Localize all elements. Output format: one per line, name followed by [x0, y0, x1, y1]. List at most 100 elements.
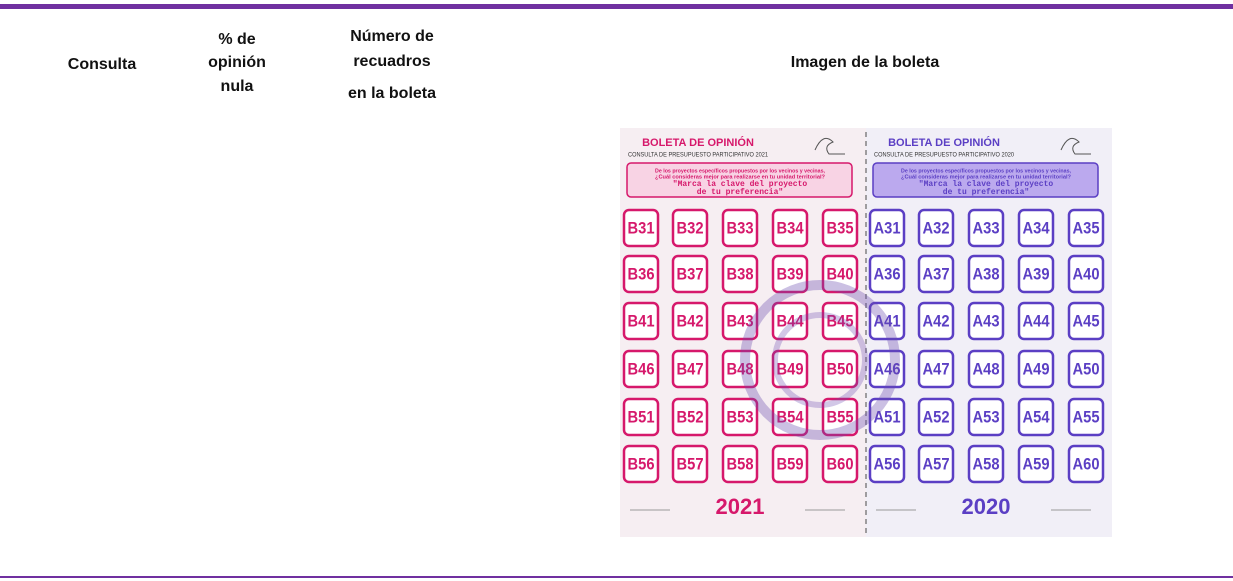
code-label: B33 — [727, 218, 754, 237]
question-text: ¿Cuál consideras mejor para realizarse e… — [901, 174, 1071, 180]
code-label: A35 — [1073, 218, 1100, 237]
code-box — [967, 208, 1005, 248]
code-box — [868, 208, 906, 248]
code-label: B36 — [628, 264, 655, 283]
code-box — [671, 254, 709, 294]
code-box — [721, 397, 759, 437]
stamp — [740, 280, 900, 440]
code-box — [771, 444, 809, 484]
code-label: A39 — [1023, 264, 1050, 283]
instruction-text: "Marca la clave del proyecto — [673, 180, 808, 189]
code-label: B56 — [628, 454, 655, 473]
code-box — [721, 349, 759, 389]
question-box — [872, 162, 1099, 198]
top-rule — [0, 4, 1233, 9]
code-label: B54 — [777, 407, 804, 426]
code-label: A53 — [973, 407, 1000, 426]
question-box — [626, 162, 853, 198]
code-box — [1017, 444, 1055, 484]
column-header: recuadros — [353, 53, 430, 70]
code-label: B42 — [677, 311, 704, 330]
code-label: A48 — [973, 359, 1000, 378]
code-label: A44 — [1023, 311, 1050, 330]
code-label: B34 — [777, 218, 804, 237]
column-header: en la boleta — [348, 85, 436, 102]
code-box — [967, 444, 1005, 484]
code-box — [721, 301, 759, 341]
column-header: nula — [221, 78, 254, 95]
code-label: B48 — [727, 359, 754, 378]
code-box — [721, 208, 759, 248]
question-text: ¿Cuál consideras mejor para realizarse e… — [655, 174, 825, 180]
code-label: B51 — [628, 407, 655, 426]
code-label: A41 — [874, 311, 901, 330]
code-label: A51 — [874, 407, 901, 426]
code-label: A52 — [923, 407, 950, 426]
ballot-logo — [814, 137, 845, 155]
code-box — [671, 444, 709, 484]
code-box — [967, 301, 1005, 341]
instruction-text: "Marca la clave del proyecto — [919, 180, 1054, 189]
code-label: A38 — [973, 264, 1000, 283]
column-header: % de — [218, 31, 255, 48]
code-box — [967, 397, 1005, 437]
code-box — [868, 397, 906, 437]
code-label: B31 — [628, 218, 655, 237]
code-box — [868, 254, 906, 294]
code-label: B43 — [727, 311, 754, 330]
code-box — [917, 349, 955, 389]
column-header: Consulta — [68, 56, 137, 73]
code-box — [1067, 444, 1105, 484]
code-label: B37 — [677, 264, 704, 283]
code-label: A60 — [1073, 454, 1100, 473]
code-box — [771, 208, 809, 248]
code-label: B35 — [827, 218, 854, 237]
code-box — [967, 349, 1005, 389]
code-label: A59 — [1023, 454, 1050, 473]
code-label: B45 — [827, 311, 854, 330]
code-box — [622, 349, 660, 389]
code-label: A31 — [874, 218, 901, 237]
code-label: B44 — [777, 311, 804, 330]
code-box — [721, 444, 759, 484]
code-box — [917, 254, 955, 294]
code-label: A34 — [1023, 218, 1050, 237]
code-label: B50 — [827, 359, 854, 378]
code-box — [1017, 349, 1055, 389]
code-box — [1017, 301, 1055, 341]
code-box — [771, 301, 809, 341]
code-label: A33 — [973, 218, 1000, 237]
code-box — [721, 254, 759, 294]
code-label: A56 — [874, 454, 901, 473]
code-label: B52 — [677, 407, 704, 426]
code-label: A43 — [973, 311, 1000, 330]
code-label: B59 — [777, 454, 804, 473]
code-box — [821, 397, 859, 437]
ballot-year: 2021 — [716, 494, 765, 519]
code-box — [671, 208, 709, 248]
code-label: A32 — [923, 218, 950, 237]
ballot-title: BOLETA DE OPINIÓN — [888, 136, 1000, 149]
code-box — [622, 397, 660, 437]
code-label: A45 — [1073, 311, 1100, 330]
code-box — [868, 444, 906, 484]
code-label: B49 — [777, 359, 804, 378]
code-box — [917, 301, 955, 341]
ballot-title: BOLETA DE OPINIÓN — [642, 136, 754, 149]
column-header: Número de — [350, 28, 434, 45]
ballot-logo — [1060, 137, 1091, 155]
code-box — [1017, 254, 1055, 294]
code-label: A49 — [1023, 359, 1050, 378]
code-box — [671, 397, 709, 437]
code-box — [1067, 349, 1105, 389]
code-box — [622, 444, 660, 484]
code-label: B32 — [677, 218, 704, 237]
code-label: B58 — [727, 454, 754, 473]
code-label: A42 — [923, 311, 950, 330]
code-label: B41 — [628, 311, 655, 330]
code-box — [622, 301, 660, 341]
ballot-year: 2020 — [962, 494, 1011, 519]
code-label: A37 — [923, 264, 950, 283]
column-header: opinión — [208, 54, 266, 71]
